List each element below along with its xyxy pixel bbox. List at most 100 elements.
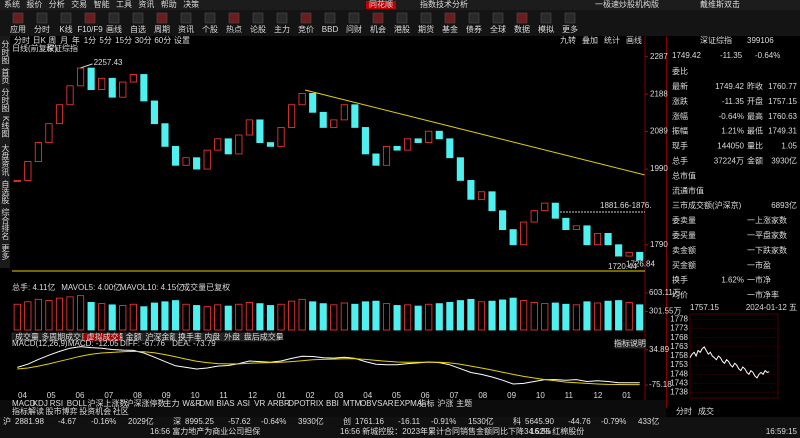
toolbar-label[interactable]: BBD [322,25,339,34]
toolbar-icon[interactable] [156,12,168,24]
toolbar-icon[interactable] [204,12,216,24]
period-tab[interactable]: 设置 [174,35,190,45]
volume-tab-bg[interactable] [220,332,241,342]
toolbar-label[interactable]: 应用 [10,24,26,34]
period-tab[interactable]: 5分 [99,36,111,45]
period-tab[interactable]: 日K [33,36,47,45]
indicator-tab[interactable]: 沪深涨停数 [126,398,166,408]
period-tab[interactable]: 年 [72,35,80,45]
toolbar-icon[interactable] [132,12,144,24]
promo-link[interactable]: 一极速炒股机构版 [595,0,659,9]
toolbar-label[interactable]: 全球 [490,24,506,34]
indicator-tab[interactable]: VR [254,399,265,408]
indicator-tab[interactable]: 主题 [456,398,472,408]
volume-tab-bg[interactable] [200,332,221,342]
promo-link[interactable]: 戴维斯双击 [700,0,740,9]
indicator-tab[interactable]: 沪深上涨数 [88,398,128,408]
bottom-tab[interactable]: 投资机会 [79,406,111,416]
bottom-tab[interactable]: 指标解读 [12,406,44,416]
toolbar-icon[interactable] [276,12,288,24]
indicator-tab[interactable]: MACD [12,399,36,408]
volume-tab-bg[interactable] [11,332,38,342]
indicator-tab[interactable]: BIAS [216,399,234,408]
indicator-tab[interactable]: TRIX [305,399,324,408]
indicator-tab[interactable]: MTM [343,399,362,408]
toolbar-label[interactable]: 主力 [274,24,290,34]
volume-tab[interactable]: 成交量 [15,332,39,342]
volume-tab[interactable]: 换手率 [178,332,202,342]
toolbar-label[interactable]: F10/F9 [77,25,103,34]
chart-tool[interactable]: 画线 [626,35,642,45]
indicator-tab[interactable]: 沪涨 [437,398,453,408]
toolbar-label[interactable]: 债券 [466,24,482,34]
toolbar-label[interactable]: 模拟 [538,24,554,34]
toolbar-label[interactable]: 论股 [250,24,266,34]
toolbar-label[interactable]: 竞价 [298,24,314,34]
indicator-tab[interactable]: ASI [237,399,250,408]
volume-tab-bg[interactable] [83,332,122,342]
toolbar-label[interactable]: 个股 [202,25,218,34]
toolbar-label[interactable]: 分时 [34,24,50,34]
volume-tab[interactable]: 虚拟成交量 [87,332,127,342]
side-tab[interactable]: 更多 [1,244,10,261]
volume-tab-bg[interactable] [174,332,201,342]
period-tab[interactable]: 60分 [154,36,171,45]
chart-tool[interactable]: 九转 [560,35,576,45]
toolbar-icon[interactable] [108,12,120,24]
chart-tool[interactable]: 统计 [604,35,620,45]
toolbar-icon[interactable] [468,12,480,24]
indicator-tab[interactable]: OBV [360,399,378,408]
intraday-tab[interactable]: 成交 [698,406,714,416]
toolbar-label[interactable]: 问财 [346,24,362,34]
menu-item[interactable]: 报价 [26,0,42,9]
toolbar-icon[interactable] [252,12,264,24]
indicator-tab[interactable]: 指标 [419,398,435,408]
period-tab[interactable]: 15分 [115,36,132,45]
toolbar-label[interactable]: 画线 [106,24,122,34]
toolbar-label[interactable]: 更多 [562,24,578,34]
volume-tab[interactable]: 沪深金额 [145,332,177,342]
help-label[interactable]: 指标说明 [614,338,646,348]
volume-tab-bg[interactable] [240,332,280,342]
side-tab[interactable]: 分时图 [1,40,10,65]
indicator-tab[interactable]: BBI [326,399,339,408]
indicator-tab[interactable]: SAR [377,399,394,408]
indicator-tab[interactable]: W&R [182,399,201,408]
bottom-tab[interactable]: 股市博弈 [46,406,78,416]
volume-tab[interactable]: 外盘 [224,332,240,342]
toolbar-icon[interactable] [36,12,48,24]
volume-tab-bg[interactable] [142,332,175,342]
toolbar-label[interactable]: 自选 [130,24,146,34]
toolbar-icon[interactable] [348,12,360,24]
toolbar-label[interactable]: 周期 [154,25,170,34]
indicator-tab[interactable]: BOLL [67,399,88,408]
toolbar-icon[interactable] [12,12,24,24]
toolbar-label[interactable]: 港股 [394,24,410,34]
side-tab[interactable]: K线图 [1,116,10,138]
menu-item[interactable]: 系统 [4,0,20,9]
toolbar-icon[interactable] [84,12,96,24]
indicator-tab[interactable]: KDJ [33,399,48,408]
toolbar-label[interactable]: 资讯 [178,24,194,34]
toolbar-icon[interactable] [492,12,504,24]
side-tab[interactable]: 分时图 [1,88,10,113]
toolbar-icon[interactable] [372,12,384,24]
period-tab[interactable]: 月 [60,36,68,45]
side-tab[interactable]: 自选股 [1,179,10,205]
side-tab[interactable]: 综合排名 [1,207,10,241]
period-tab[interactable]: 1分 [84,36,96,45]
side-tab[interactable]: 大盘资讯 [1,143,10,177]
toolbar-label[interactable]: 热点 [226,24,242,34]
indicator-tab[interactable]: ARBR [268,399,290,408]
toolbar-label[interactable]: 数据 [514,24,530,34]
help-button[interactable] [614,339,646,349]
menu-item[interactable]: 帮助 [161,0,177,9]
toolbar-icon[interactable] [60,12,72,24]
toolbar-label[interactable]: 机会 [370,24,386,34]
indicator-tab[interactable]: DPO [288,399,305,408]
indicator-tab[interactable]: DMI [199,399,214,408]
toolbar-label[interactable]: 期货 [418,24,434,34]
menu-item[interactable]: 交易 [71,0,87,9]
menu-item[interactable]: 决策 [183,0,199,9]
toolbar-icon[interactable] [396,12,408,24]
